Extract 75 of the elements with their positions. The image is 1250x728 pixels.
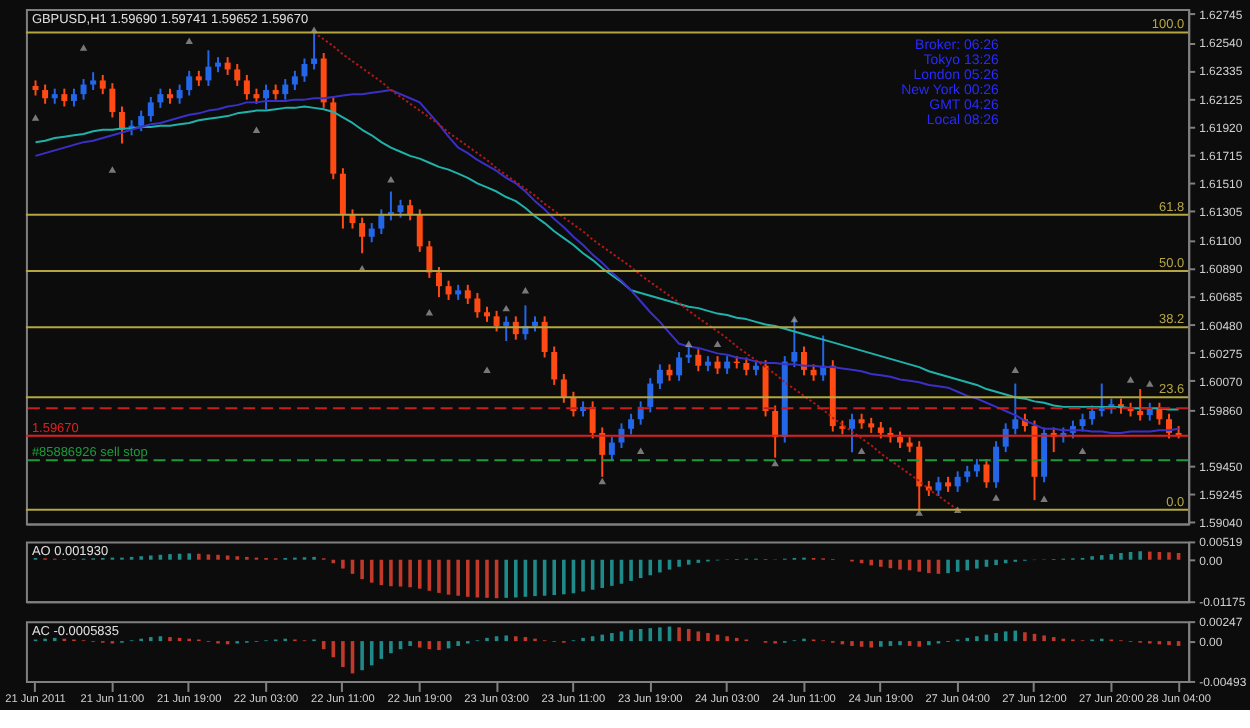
candlestick: [1002, 422, 1009, 454]
candlestick: [608, 436, 615, 462]
candlestick: [205, 49, 212, 87]
candlestick: [1041, 426, 1048, 484]
candlestick: [628, 412, 635, 436]
candlestick: [80, 78, 87, 101]
point: [684, 340, 693, 348]
candlestick: [993, 440, 1000, 489]
candlestick: [464, 283, 471, 305]
candlestick: [176, 83, 183, 105]
point: [252, 126, 261, 134]
candlestick: [339, 167, 346, 230]
candlestick: [849, 412, 855, 454]
candlestick: [282, 78, 289, 101]
point: [108, 166, 117, 173]
candlestick: [42, 83, 49, 105]
point: [1126, 376, 1135, 383]
candlestick: [772, 404, 779, 459]
point: [1011, 366, 1020, 374]
candlestick: [503, 315, 510, 343]
candlestick: [99, 73, 106, 96]
candlestick: [493, 309, 500, 333]
point: [483, 366, 491, 374]
candlestick: [599, 426, 606, 478]
candlestick: [935, 475, 942, 498]
point: [636, 447, 645, 454]
candlestick: [954, 470, 961, 493]
candlestick: [551, 345, 558, 386]
candlestick: [1012, 382, 1019, 436]
point: [915, 509, 923, 516]
candlestick: [320, 52, 327, 109]
candlestick: [138, 109, 145, 133]
candlestick: [474, 292, 481, 319]
candlestick: [378, 208, 385, 236]
candlestick: [243, 73, 250, 101]
candlestick: [647, 377, 654, 414]
point: [1040, 495, 1048, 502]
candlestick: [416, 208, 423, 253]
point: [1078, 447, 1087, 454]
candlestick: [445, 279, 452, 301]
candlestick: [676, 351, 683, 382]
candlestick: [263, 83, 270, 111]
candlestick: [435, 265, 442, 299]
candlestick: [541, 315, 548, 359]
candlestick: [656, 363, 663, 391]
candlestick: [589, 400, 596, 440]
candlestick: [109, 82, 116, 119]
candlestick: [301, 57, 308, 83]
point: [598, 477, 606, 485]
point: [790, 315, 799, 323]
point: [992, 494, 1000, 501]
candlestick: [800, 345, 807, 377]
point: [1146, 380, 1154, 387]
point: [521, 287, 530, 294]
point: [31, 114, 40, 121]
candlestick: [1137, 388, 1144, 422]
candlestick: [1098, 382, 1105, 418]
candlestick: [147, 95, 154, 123]
candlestick: [291, 69, 298, 92]
candlestick: [426, 239, 433, 279]
candlestick: [791, 318, 798, 369]
point: [713, 340, 722, 348]
point: [185, 37, 193, 44]
point: [857, 447, 866, 454]
candlestick: [359, 216, 366, 255]
candlestick: [157, 87, 164, 109]
candlestick: [186, 69, 193, 97]
candlestick: [983, 458, 990, 489]
point: [425, 309, 434, 316]
point: [79, 44, 88, 51]
candlestick: [407, 198, 414, 222]
candlestick: [695, 348, 702, 373]
candlestick: [234, 62, 241, 87]
candlestick: [368, 222, 375, 244]
candlestick: [560, 372, 567, 404]
